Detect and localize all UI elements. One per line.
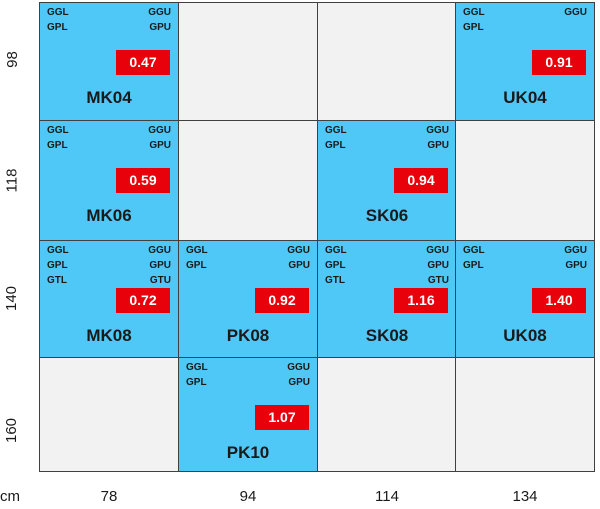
left-code: GPL <box>325 140 346 151</box>
right-code: GPU <box>427 140 449 151</box>
empty-cell <box>318 3 456 120</box>
left-code: GPL <box>47 260 68 271</box>
size-cell-uk08: GGL GPL GGU GPU 1.40 UK08 <box>456 241 594 357</box>
value-badge: 0.94 <box>394 168 448 193</box>
grid-line-vertical <box>178 3 179 471</box>
right-code: GPU <box>427 260 449 271</box>
cell-name: PK08 <box>226 326 270 345</box>
left-code: GGL <box>463 245 485 256</box>
size-cell-sk08: GGL GPL GTL GGU GPU GTU 1.16 SK08 <box>318 241 456 357</box>
cell-name: UK08 <box>503 326 547 345</box>
size-cell-mk06: GGL GPL GGU GPU 0.59 MK06 <box>40 121 178 240</box>
y-tick-label: 160 <box>3 417 21 443</box>
left-code: GPL <box>186 260 207 271</box>
right-code: GPU <box>149 22 171 33</box>
cell-name: PK10 <box>226 443 270 462</box>
x-axis-unit: cm <box>0 488 20 505</box>
left-code: GPL <box>186 377 207 388</box>
x-tick-label: 78 <box>100 488 118 505</box>
left-code: GGL <box>186 245 208 256</box>
value-badge: 0.59 <box>116 168 170 193</box>
left-code: GPL <box>325 260 346 271</box>
left-code: GTL <box>47 275 67 286</box>
left-code: GPL <box>47 22 68 33</box>
cell-name: MK04 <box>86 88 132 107</box>
left-code: GPL <box>47 140 68 151</box>
right-code: GGU <box>564 7 587 18</box>
y-tick-label: 98 <box>3 50 21 68</box>
right-code: GGU <box>426 245 449 256</box>
grid-line-vertical <box>317 3 318 471</box>
y-tick-label: 118 <box>3 168 21 192</box>
left-code: GGL <box>325 245 347 256</box>
x-tick-label: 94 <box>239 488 257 505</box>
right-code: GPU <box>149 140 171 151</box>
empty-cell <box>179 3 317 120</box>
left-code: GGL <box>47 245 69 256</box>
value-badge: 1.40 <box>532 288 586 313</box>
left-code: GGL <box>186 362 208 373</box>
size-grid: GGL GPL GGU GPU 0.47 MK04 GGL GPL GGU 0.91 UK04 GGL… <box>39 2 595 472</box>
value-badge: 1.16 <box>394 288 448 313</box>
right-code: GGU <box>287 362 310 373</box>
left-code: GPL <box>463 22 484 33</box>
empty-cell <box>456 121 594 240</box>
right-code: GPU <box>288 260 310 271</box>
cell-name: SK06 <box>365 206 409 225</box>
empty-cell <box>456 358 594 471</box>
value-badge: 0.47 <box>116 50 170 75</box>
x-tick-label: 134 <box>512 488 538 505</box>
empty-cell <box>40 358 178 471</box>
right-code: GGU <box>426 125 449 136</box>
right-code: GTU <box>149 275 171 286</box>
y-tick-label: 140 <box>3 285 21 311</box>
grid-line-vertical <box>455 3 456 471</box>
empty-cell <box>318 358 456 471</box>
cell-name: SK08 <box>365 326 409 345</box>
value-badge: 1.07 <box>255 405 309 430</box>
size-cell-uk04: GGL GPL GGU 0.91 UK04 <box>456 3 594 120</box>
left-code: GPL <box>463 260 484 271</box>
size-cell-mk08: GGL GPL GTL GGU GPU GTU 0.72 MK08 <box>40 241 178 357</box>
value-badge: 0.92 <box>255 288 309 313</box>
right-code: GTU <box>427 275 449 286</box>
cell-name: MK08 <box>86 326 132 345</box>
right-code: GPU <box>565 260 587 271</box>
left-code: GTL <box>325 275 345 286</box>
value-badge: 0.72 <box>116 288 170 313</box>
left-code: GGL <box>463 7 485 18</box>
empty-cell <box>179 121 317 240</box>
size-cell-sk06: GGL GPL GGU GPU 0.94 SK06 <box>318 121 456 240</box>
right-code: GGU <box>148 245 171 256</box>
size-cell-mk04: GGL GPL GGU GPU 0.47 MK04 <box>40 3 178 120</box>
x-tick-label: 114 <box>375 488 399 505</box>
left-code: GGL <box>47 7 69 18</box>
right-code: GGU <box>148 125 171 136</box>
right-code: GPU <box>288 377 310 388</box>
size-cell-pk08: GGL GPL GGU GPU 0.92 PK08 <box>179 241 317 357</box>
value-badge: 0.91 <box>532 50 586 75</box>
left-code: GGL <box>47 125 69 136</box>
right-code: GGU <box>564 245 587 256</box>
right-code: GPU <box>149 260 171 271</box>
right-code: GGU <box>287 245 310 256</box>
size-cell-pk10: GGL GPL GGU GPU 1.07 PK10 <box>179 358 317 471</box>
right-code: GGU <box>148 7 171 18</box>
cell-name: UK04 <box>503 88 547 107</box>
left-code: GGL <box>325 125 347 136</box>
cell-name: MK06 <box>86 206 132 225</box>
